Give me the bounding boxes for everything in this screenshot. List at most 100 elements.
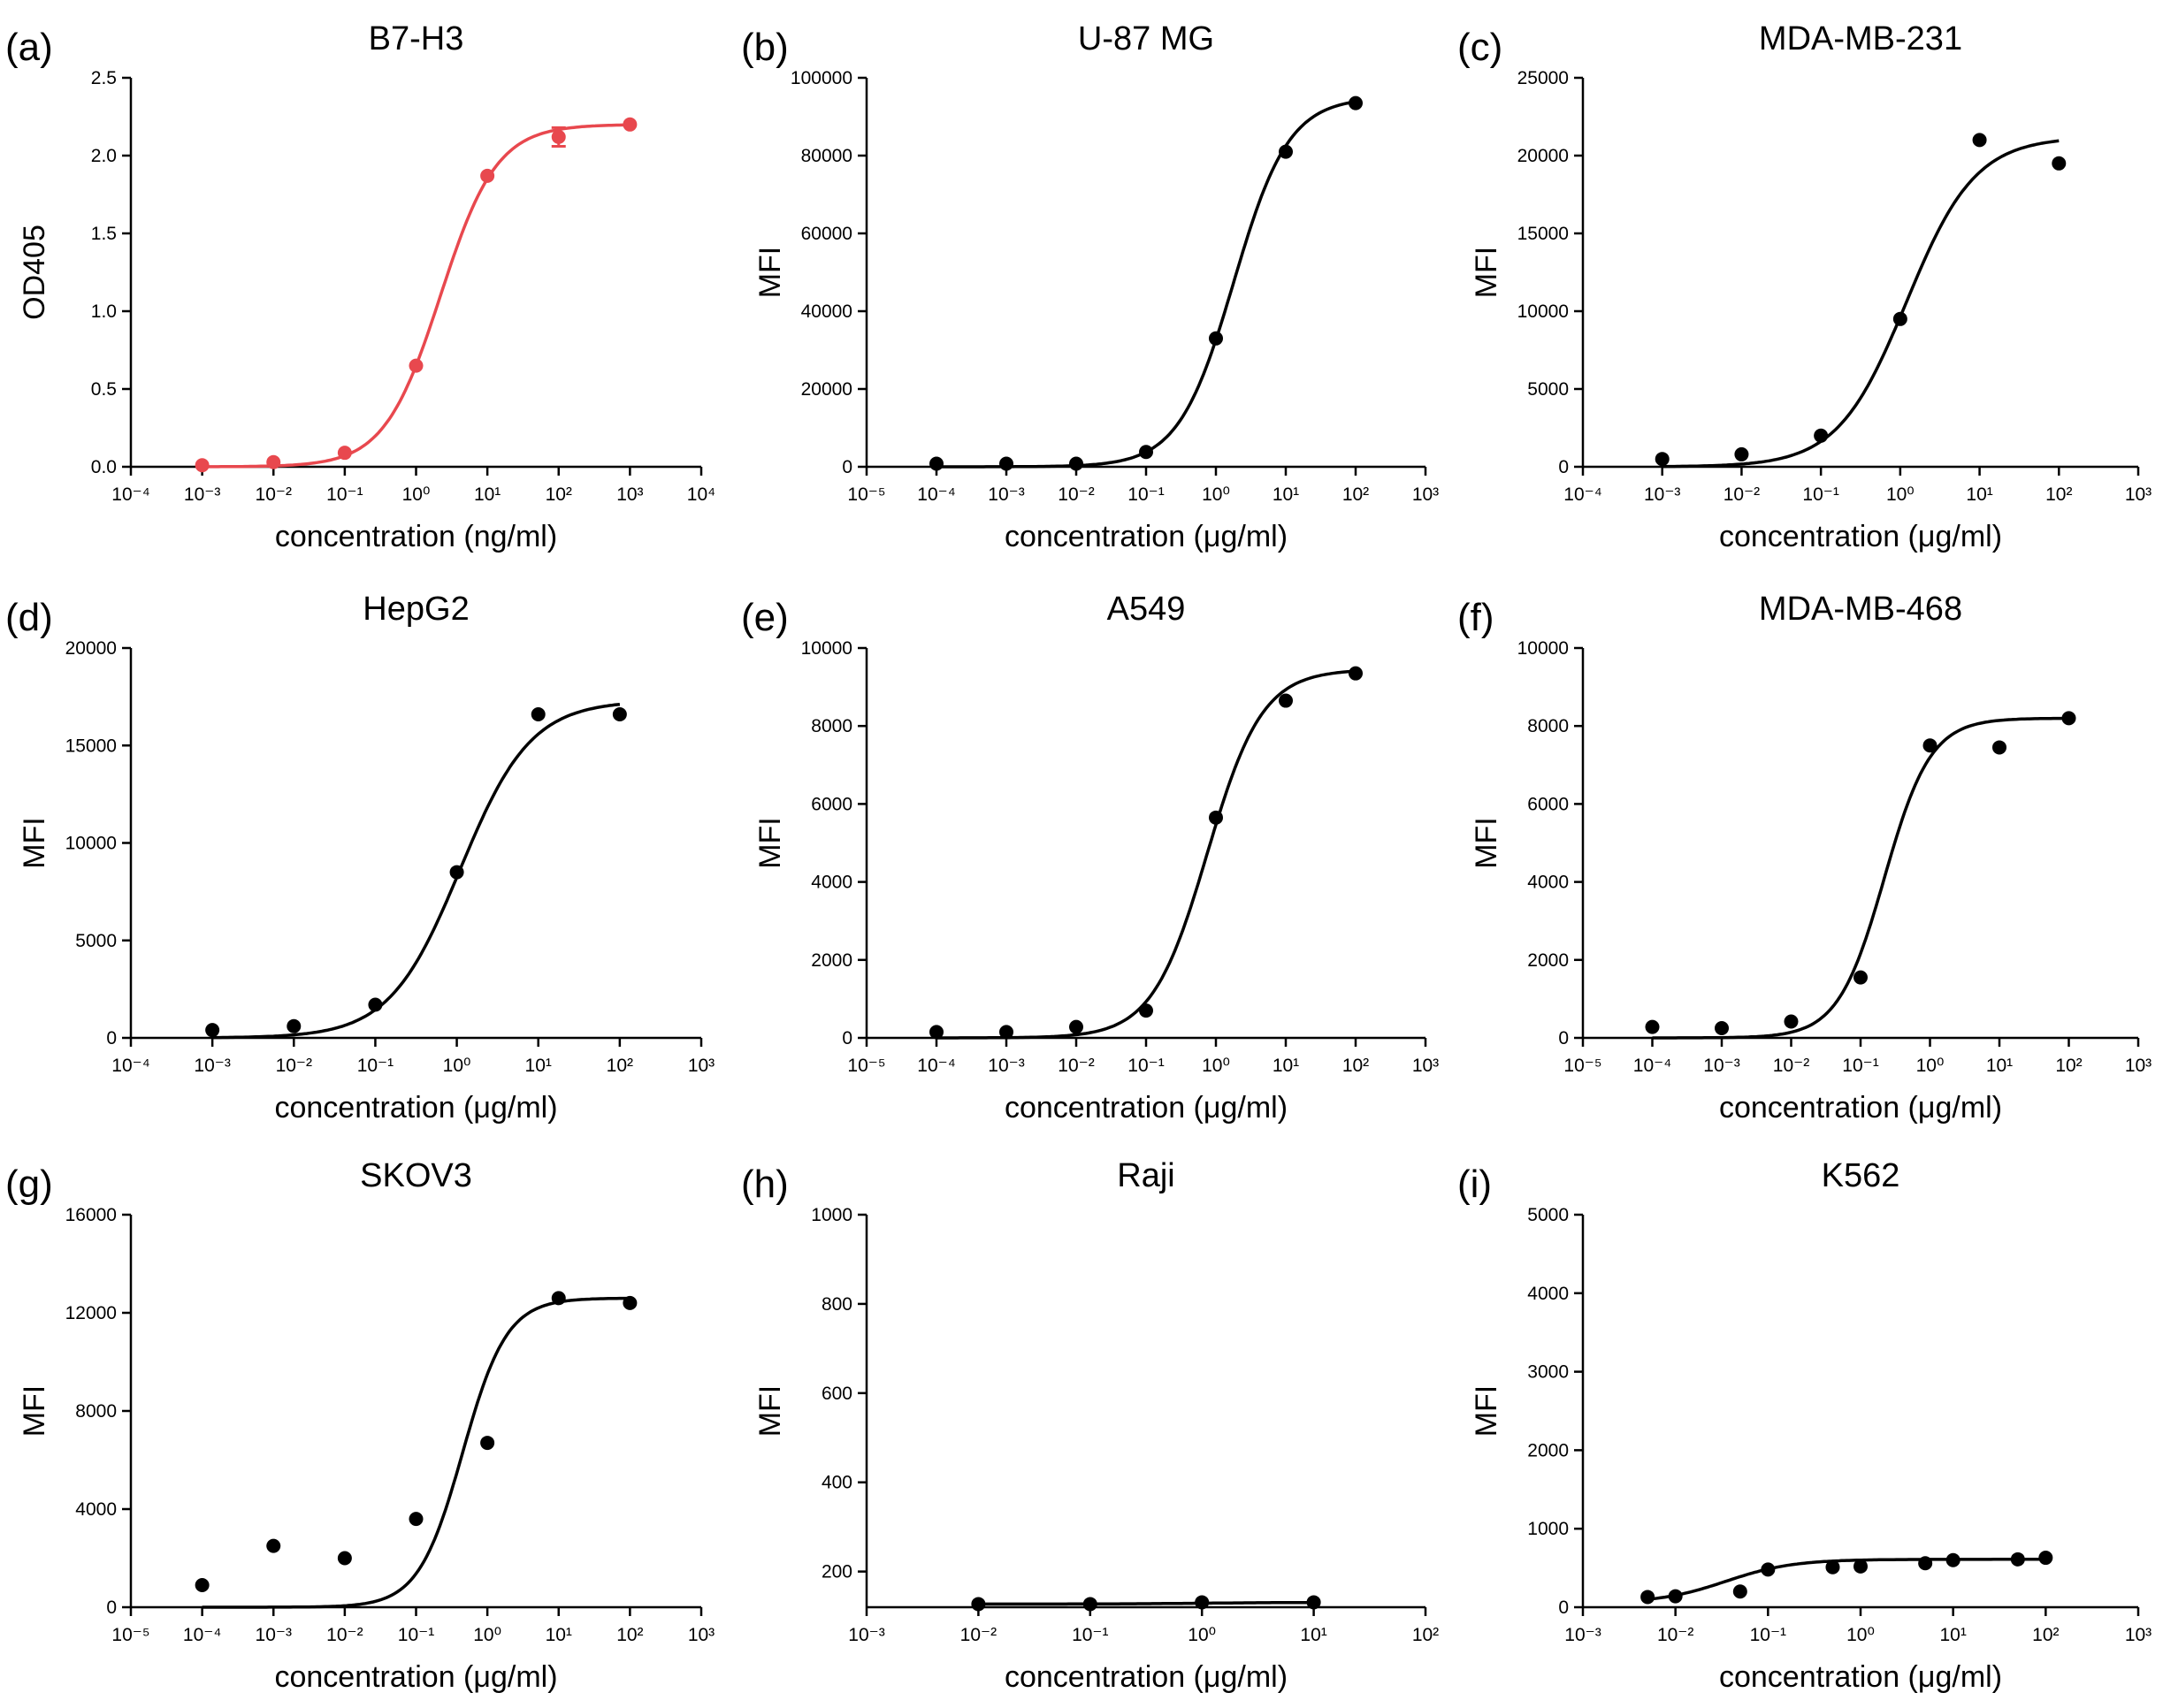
x-tick-label: 10⁰ — [473, 1625, 501, 1645]
x-tick-label: 10³ — [2125, 1625, 2152, 1645]
x-tick-label: 10⁻¹ — [1842, 1056, 1878, 1076]
x-tick-label: 10⁻⁴ — [183, 1625, 221, 1645]
y-tick-label: 0 — [842, 1028, 852, 1048]
x-tick-label: 10⁻¹ — [357, 1056, 394, 1076]
data-point — [1279, 693, 1293, 708]
y-axis-label: MFI — [18, 817, 51, 869]
data-point — [337, 1551, 352, 1566]
x-tick-label: 10³ — [688, 1056, 715, 1076]
panel-label: (i) — [1457, 1163, 1492, 1206]
x-tick-label: 10⁻¹ — [1750, 1625, 1786, 1645]
y-tick-label: 10000 — [1517, 301, 1569, 322]
x-tick-label: 10⁻³ — [988, 1056, 1024, 1076]
data-point — [368, 997, 383, 1012]
x-tick-label: 10⁻⁴ — [1563, 484, 1601, 505]
y-tick-label: 20000 — [65, 638, 117, 659]
data-point — [1349, 666, 1363, 681]
data-point — [1082, 1597, 1097, 1612]
x-tick-label: 10⁻³ — [1644, 484, 1680, 505]
data-point — [1209, 331, 1223, 346]
data-point — [929, 1025, 944, 1040]
y-tick-label: 20000 — [1517, 146, 1569, 166]
x-tick-label: 10⁻⁵ — [847, 484, 885, 505]
data-point — [480, 168, 495, 183]
y-tick-label: 8000 — [75, 1401, 117, 1422]
x-tick-label: 10⁰ — [1202, 1056, 1230, 1076]
data-point — [971, 1597, 986, 1612]
data-point — [205, 1023, 220, 1038]
chart-panel-6: (f) MDA-MB-468 0 2000 4000 6000 8000 10000 10⁻⁵ 1… — [1457, 591, 2152, 1125]
data-point — [1279, 144, 1293, 159]
x-tick-label: 10² — [607, 1056, 633, 1076]
data-point — [195, 458, 210, 473]
x-tick-label: 10³ — [1412, 1056, 1439, 1076]
x-axis-label: concentration (μg/ml) — [1719, 520, 2002, 553]
y-tick-label: 12000 — [65, 1303, 117, 1323]
y-tick-label: 15000 — [1517, 224, 1569, 244]
x-axis-label: concentration (μg/ml) — [1719, 1660, 2002, 1694]
chart-panel-7: (g) SKOV3 0 4000 8000 12000 16000 10⁻⁵ 10⁻⁴ 10⁻³ 1… — [5, 1157, 715, 1694]
x-tick-label: 10¹ — [1939, 1625, 1966, 1645]
fit-curve — [1652, 716, 2069, 1040]
x-tick-label: 10⁴ — [687, 484, 715, 505]
x-tick-label: 10⁻² — [326, 1625, 363, 1645]
data-point — [2010, 1552, 2025, 1567]
panel-label: (a) — [5, 26, 53, 69]
x-tick-label: 10² — [546, 484, 572, 505]
data-point — [1732, 1584, 1747, 1599]
x-tick-label: 10⁻³ — [256, 1625, 292, 1645]
y-tick-label: 25000 — [1517, 68, 1569, 88]
y-axis-label: MFI — [753, 1385, 787, 1437]
data-point — [1918, 1556, 1933, 1571]
x-tick-label: 10³ — [616, 484, 643, 505]
panel-label: (c) — [1457, 26, 1502, 69]
data-point — [1640, 1590, 1655, 1605]
x-axis-label: concentration (μg/ml) — [1005, 520, 1288, 553]
x-tick-label: 10⁻² — [1724, 484, 1760, 505]
chart-panel-2: (b) U-87 MG 0 20000 40000 60000 80000 100000 10⁻… — [741, 20, 1439, 553]
y-tick-label: 6000 — [811, 794, 852, 814]
x-tick-label: 10⁻⁴ — [111, 1056, 149, 1076]
y-tick-label: 0 — [106, 1597, 117, 1618]
x-tick-label: 10⁻² — [276, 1056, 312, 1076]
x-tick-label: 10¹ — [474, 484, 501, 505]
data-point — [1992, 740, 2006, 755]
data-point — [1945, 1552, 1960, 1567]
data-point — [1761, 1562, 1776, 1577]
data-point — [1922, 738, 1938, 753]
x-tick-label: 10⁻⁴ — [1633, 1056, 1671, 1076]
data-point — [1306, 1595, 1321, 1610]
y-tick-label: 0 — [1558, 457, 1569, 477]
y-tick-label: 60000 — [801, 224, 852, 244]
chart-panel-1: (a) B7-H3 0.0 0.5 1.0 1.5 2.0 2.5 10⁻⁴ 10⁻³ 10⁻² 10… — [5, 20, 715, 553]
x-tick-label: 10¹ — [1966, 484, 1992, 505]
y-tick-label: 800 — [822, 1294, 852, 1315]
y-tick-label: 10000 — [1517, 638, 1569, 659]
y-tick-label: 0 — [1558, 1028, 1569, 1048]
x-tick-label: 10⁻⁴ — [917, 484, 955, 505]
chart-title: SKOV3 — [360, 1157, 472, 1194]
data-point — [1195, 1595, 1210, 1610]
fit-curve — [936, 100, 1357, 469]
y-tick-label: 8000 — [811, 716, 852, 736]
data-point — [409, 358, 424, 373]
x-tick-label: 10⁻⁵ — [111, 1625, 149, 1645]
panel-label: (b) — [741, 26, 789, 69]
data-point — [1784, 1014, 1799, 1029]
x-axis-label: concentration (μg/ml) — [1005, 1091, 1288, 1125]
y-tick-label: 2000 — [1527, 950, 1569, 971]
x-tick-label: 10⁻¹ — [1127, 1056, 1164, 1076]
x-tick-label: 10³ — [688, 1625, 715, 1645]
x-tick-label: 10⁻³ — [848, 1625, 884, 1645]
y-tick-label: 0.0 — [91, 457, 117, 477]
y-axis-label: MFI — [753, 247, 787, 299]
y-tick-label: 6000 — [1527, 794, 1569, 814]
y-tick-label: 200 — [822, 1562, 852, 1582]
chart-title: K562 — [1822, 1157, 1900, 1194]
y-tick-label: 600 — [822, 1384, 852, 1404]
data-point — [1349, 95, 1363, 111]
y-tick-label: 0 — [1558, 1597, 1569, 1618]
chart-title: HepG2 — [363, 591, 469, 628]
y-tick-label: 5000 — [1527, 1205, 1569, 1225]
